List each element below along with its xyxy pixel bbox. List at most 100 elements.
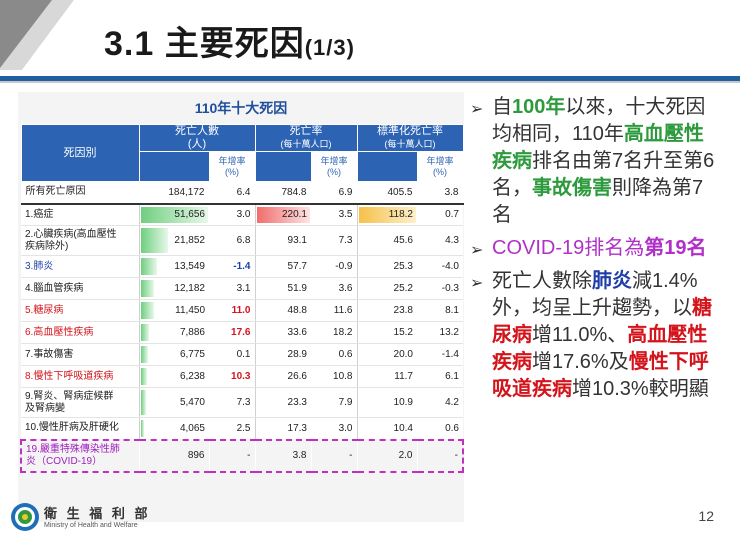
rate-yoy-value: 3.5 xyxy=(311,203,357,226)
rate-yoy-value: -0.9 xyxy=(311,255,357,278)
deaths-value-bar xyxy=(140,302,154,319)
bullet-list: ➢ 自100年以來，十大死因均相同，110年高血壓性疾病排名由第7名升至第6名，… xyxy=(470,94,722,409)
deaths-value: 5,470 xyxy=(138,387,209,418)
header-std-rate: 標準化死亡率 (每十萬人口) xyxy=(356,124,464,152)
deaths-value-bar xyxy=(140,390,147,415)
slide-title: 3.1 主要死因(1/3) xyxy=(104,25,355,63)
std-yoy-value: -4.0 xyxy=(417,255,463,278)
std-rate-value: 25.3 xyxy=(356,255,417,278)
std-rate-value: 10.9 xyxy=(356,387,417,418)
ministry-seal-icon xyxy=(11,503,39,531)
deaths-yoy-value: -1.4 xyxy=(209,255,255,278)
table-row: 10.慢性肝病及肝硬化 4,065 2.5 17.3 3.0 10.4 0.6 xyxy=(21,417,463,440)
deaths-value: 6,238 xyxy=(138,365,209,388)
cause-label: 6.高血壓性疾病 xyxy=(21,321,139,344)
all-causes-label: 所有死亡原因 xyxy=(20,181,140,205)
title-rule xyxy=(0,76,740,81)
std-rate-value: 10.4 xyxy=(356,417,417,440)
rate-yoy-value: 7.9 xyxy=(311,387,357,418)
header-rate-unit: (每十萬人口) xyxy=(280,139,332,149)
covid-std-yoy: - xyxy=(416,438,464,473)
rate-value-bar xyxy=(256,206,310,223)
covid-deaths-yoy: - xyxy=(208,438,256,473)
std-yoy-value: -1.4 xyxy=(417,343,463,366)
deaths-value: 6,775 xyxy=(138,343,209,366)
rate-yoy-value: 11.6 xyxy=(311,299,357,322)
header-blank xyxy=(138,151,210,182)
std-yoy-value: 8.1 xyxy=(417,299,463,322)
std-yoy-value: 0.6 xyxy=(417,417,463,440)
deaths-yoy-value: 10.3 xyxy=(209,365,255,388)
deaths-yoy-value: 2.5 xyxy=(209,417,255,440)
ministry-name-zh: 衛 生 福 利 部 xyxy=(44,506,151,521)
rate-yoy-value: 0.6 xyxy=(311,343,357,366)
covid-label: 19.嚴重特殊傳染性肺 炎（COVID-19） xyxy=(20,438,140,473)
deaths-value-bar xyxy=(140,280,155,297)
rate-value: 26.6 xyxy=(254,365,311,388)
deaths-value-bar xyxy=(140,420,145,437)
rate-yoy-value: 10.8 xyxy=(311,365,357,388)
arrow-bullet-icon: ➢ xyxy=(470,242,484,259)
all-std: 405.5 xyxy=(356,181,418,205)
deaths-value: 13,549 xyxy=(138,255,209,278)
title-decoration xyxy=(0,0,90,70)
all-rate: 784.8 xyxy=(254,181,312,205)
ministry-name-en: Ministry of Health and Welfare xyxy=(44,522,138,529)
header-blank xyxy=(254,151,312,182)
std-rate-value: 15.2 xyxy=(356,321,417,344)
deaths-yoy-value: 6.8 xyxy=(209,225,255,256)
rate-value: 23.3 xyxy=(254,387,311,418)
rate-value: 48.8 xyxy=(254,299,311,322)
header-rate: 死亡率 (每十萬人口) xyxy=(254,124,358,152)
std-yoy-value: 0.7 xyxy=(417,203,463,226)
arrow-bullet-icon: ➢ xyxy=(470,275,484,292)
deaths-value-bar xyxy=(140,228,168,253)
std-rate-value: 118.2 xyxy=(356,203,417,226)
std-rate-value: 23.8 xyxy=(356,299,417,322)
all-deaths: 184,172 xyxy=(138,181,210,205)
all-deaths-yoy: 6.4 xyxy=(208,181,256,205)
table-row: 7.事故傷害 6,775 0.1 28.9 0.6 20.0 -1.4 xyxy=(21,343,463,366)
std-yoy-value: 6.1 xyxy=(417,365,463,388)
cause-label: 9.腎炎、腎病症候群 及腎病變 xyxy=(21,387,139,418)
header-std-yoy: 年增率 (%) xyxy=(416,151,464,182)
header-deaths: 死亡人數 (人) xyxy=(138,124,256,152)
deaths-yoy-value: 3.1 xyxy=(209,277,255,300)
table-row: 2.心臟疾病(高血壓性 疾病除外) 21,852 6.8 93.1 7.3 45.6 4.3 xyxy=(21,225,463,256)
rate-value: 28.9 xyxy=(254,343,311,366)
cause-label: 1.癌症 xyxy=(21,203,139,226)
covid-std: 2.0 xyxy=(356,438,418,473)
covid-rate-yoy: - xyxy=(310,438,358,473)
table-row: 6.高血壓性疾病 7,886 17.6 33.6 18.2 15.2 13.2 xyxy=(21,321,463,344)
header-deaths-unit: (人) xyxy=(187,138,207,150)
table-row: 4.腦血管疾病 12,182 3.1 51.9 3.6 25.2 -0.3 xyxy=(21,277,463,300)
std-yoy-value: 13.2 xyxy=(417,321,463,344)
std-yoy-value: 4.3 xyxy=(417,225,463,256)
deaths-value-bar xyxy=(140,368,147,385)
page-number: 12 xyxy=(698,508,714,524)
std-rate-value: 25.2 xyxy=(356,277,417,300)
table-title: 110年十大死因 xyxy=(194,100,288,116)
std-rate-value: 45.6 xyxy=(356,225,417,256)
rate-yoy-value: 3.0 xyxy=(311,417,357,440)
deaths-value: 4,065 xyxy=(138,417,209,440)
deaths-value-bar xyxy=(140,206,208,223)
ministry-name: 衛 生 福 利 部 Ministry of Health and Welfare xyxy=(44,503,150,529)
cause-label: 7.事故傷害 xyxy=(21,343,139,366)
deaths-yoy-value: 3.0 xyxy=(209,203,255,226)
all-rate-yoy: 6.9 xyxy=(310,181,358,205)
cause-label: 5.糖尿病 xyxy=(21,299,139,322)
table-row: 8.慢性下呼吸道疾病 6,238 10.3 26.6 10.8 11.7 6.1 xyxy=(21,365,463,388)
deaths-yoy-value: 7.3 xyxy=(209,387,255,418)
bullet-item: ➢ 死亡人數除肺炎減1.4%外，均呈上升趨勢，以糖尿病增11.0%、高血壓性疾病… xyxy=(470,270,712,400)
deaths-yoy-value: 11.0 xyxy=(209,299,255,322)
bullet-item: ➢ 自100年以來，十大死因均相同，110年高血壓性疾病排名由第7名升至第6名，… xyxy=(470,96,715,226)
arrow-bullet-icon: ➢ xyxy=(470,101,484,118)
table-row-covid: 19.嚴重特殊傳染性肺 炎（COVID-19） 896 - 3.8 - 2.0 - xyxy=(20,438,464,473)
deaths-value-bar xyxy=(140,324,149,341)
cause-label: 10.慢性肝病及肝硬化 xyxy=(21,417,139,440)
death-causes-table: 死因別 死亡人數 (人) 死亡率 (每十萬人口) 標準化死亡率 (每十萬人口) 年增率… xyxy=(20,124,464,473)
table-row: 5.糖尿病 11,450 11.0 48.8 11.6 23.8 8.1 xyxy=(21,299,463,322)
deaths-value: 51,656 xyxy=(138,203,209,226)
table-row: 1.癌症 51,656 3.0 220.1 3.5 118.2 0.7 xyxy=(21,203,463,226)
